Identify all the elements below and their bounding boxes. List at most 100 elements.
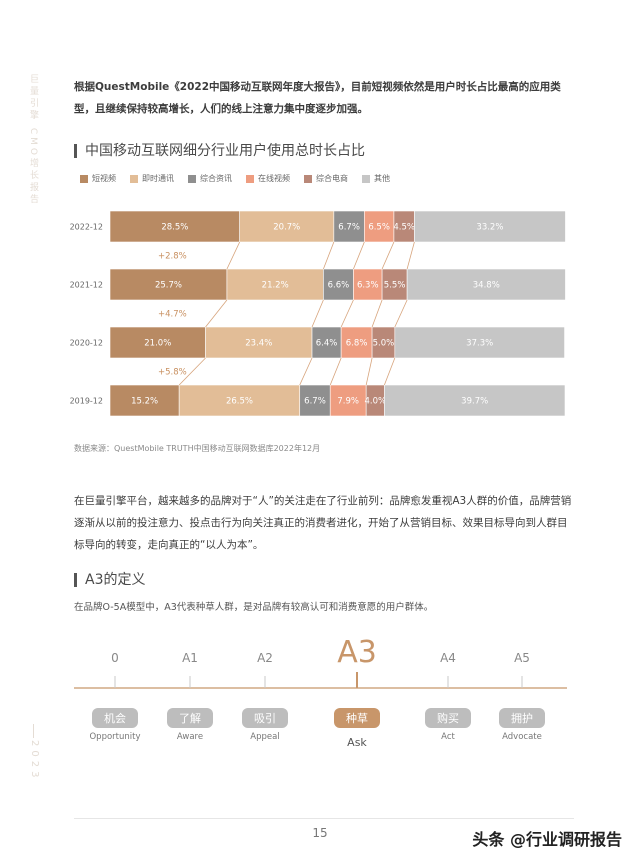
data-label: 6.3%	[357, 281, 379, 291]
connector-line	[381, 241, 395, 270]
stage-cn-label: 拥护	[511, 711, 533, 725]
data-label: 6.5%	[368, 223, 390, 233]
intro-paragraph: 根据QuestMobile《2022中国移动互联网年度大报告》，目前短视频依然是…	[74, 81, 561, 115]
stage-pill	[167, 708, 213, 728]
stage-en-label: Appeal	[250, 732, 279, 742]
category-label: 2022-12	[70, 223, 103, 232]
usage-share-chart: 2022-12 28.5% 20.7% 6.7% 6.5% 4.5% 33.2% 2021-1…	[70, 210, 566, 417]
side-divider	[33, 724, 34, 738]
legend-item: 其他	[362, 173, 390, 184]
stage-cn-label: 了解	[179, 711, 201, 725]
stage-code: 0	[111, 651, 119, 665]
data-label: 21.0%	[144, 339, 171, 349]
bar-segment	[109, 384, 180, 417]
bar-segment	[381, 268, 408, 301]
stage-cn-label: 机会	[104, 711, 126, 725]
data-label: 7.9%	[337, 397, 359, 407]
def-section-title: A3的定义	[74, 573, 145, 587]
connector-line	[299, 357, 313, 386]
stage-pill	[425, 708, 471, 728]
legend-item: 综合电商	[304, 173, 348, 184]
connector-line	[340, 299, 354, 328]
legend-item: 即时通讯	[130, 173, 174, 184]
stage-code: A5	[514, 651, 530, 665]
data-label: 6.8%	[346, 339, 368, 349]
legend-label: 短视频	[92, 174, 116, 183]
data-label: 23.4%	[245, 339, 272, 349]
legend-item: 短视频	[80, 173, 116, 184]
data-label: 6.4%	[316, 339, 338, 349]
legend-swatch	[362, 174, 370, 183]
stage-pill	[92, 708, 138, 728]
legend-label: 其他	[374, 174, 390, 183]
side-report-label: 巨量引擎 CMO增长报告	[28, 74, 38, 206]
connector-line	[329, 357, 342, 386]
data-source: 数据来源：QuestMobile TRUTH中国移动互联网数据库2022年12月	[74, 444, 321, 453]
legend-label: 综合资讯	[200, 174, 232, 183]
data-label: 15.2%	[131, 397, 158, 407]
stage-code: A1	[182, 651, 198, 665]
footer-divider	[74, 818, 574, 819]
data-label: 5.5%	[384, 281, 406, 291]
stage-en-label: Aware	[177, 732, 203, 742]
data-label: 6.7%	[304, 397, 326, 407]
data-label: 6.6%	[328, 281, 350, 291]
bar-segment	[394, 326, 565, 359]
legend-swatch	[304, 174, 312, 183]
data-label: 20.7%	[273, 223, 300, 233]
data-label: 5.0%	[373, 339, 395, 349]
o5a-timeline: 0 机会 Opportunity A1 了解 Aware A2 吸引 Appeal A3 种草 Ask…	[74, 635, 567, 749]
bar-segment	[333, 210, 365, 243]
data-label: 6.7%	[338, 223, 360, 233]
bar-segment	[226, 268, 324, 301]
stage-code: A2	[257, 651, 273, 665]
stage-en-label: Advocate	[502, 732, 542, 742]
platform-paragraph: 在巨量引擎平台，越来越多的品牌对于“人”的关注走在了行业前列：品牌愈发重视A3人…	[74, 495, 572, 551]
bar-segment	[109, 210, 240, 243]
data-label: 37.3%	[466, 339, 493, 349]
category-label: 2020-12	[70, 339, 103, 348]
connector-line	[205, 299, 228, 328]
stage-cn-label: 吸引	[254, 711, 276, 725]
legend-label: 在线视频	[258, 174, 290, 183]
chart-legend: 短视频 即时通讯 综合资讯 在线视频 综合电商 其他	[80, 173, 390, 184]
stage-cn-label: 购买	[437, 711, 459, 725]
legend-item: 在线视频	[246, 173, 290, 184]
connector-line	[394, 299, 408, 328]
stage-pill	[242, 708, 288, 728]
stage-cn-label: 种草	[346, 711, 368, 725]
bar-segment	[364, 210, 395, 243]
data-label: 25.7%	[155, 281, 182, 291]
stage-pill	[334, 708, 380, 728]
legend-swatch	[130, 174, 138, 183]
bar-segment	[340, 326, 373, 359]
stage-pill	[499, 708, 545, 728]
bar-segment	[109, 326, 206, 359]
bar-segment	[384, 384, 566, 417]
chart-section-title: 中国移动互联网细分行业用户使用总时长占比	[74, 144, 365, 158]
bar-segment	[406, 268, 566, 301]
growth-label: +4.7%	[158, 310, 187, 320]
data-label: 4.5%	[393, 223, 415, 233]
category-label: 2021-12	[70, 281, 103, 290]
legend-swatch	[188, 174, 196, 183]
stage-code: A4	[440, 651, 456, 665]
category-label: 2019-12	[70, 397, 103, 406]
stage-en-label: Act	[441, 732, 455, 742]
bar-segment	[299, 384, 331, 417]
legend-swatch	[80, 174, 88, 183]
bar-segment	[178, 384, 301, 417]
bar-segment	[311, 326, 342, 359]
data-label: 4.0%	[364, 397, 386, 407]
legend-swatch	[246, 174, 254, 183]
bar-segment	[353, 268, 383, 301]
bar-segment	[323, 268, 354, 301]
bar-segment	[414, 210, 566, 243]
data-label: 34.8%	[473, 281, 500, 291]
growth-label: +2.8%	[158, 252, 187, 262]
connector-line	[406, 241, 415, 270]
data-label: 26.5%	[226, 397, 253, 407]
watermark: 头条 @行业调研报告	[472, 830, 622, 849]
legend-label: 综合电商	[316, 174, 348, 183]
def-text: 在品牌O-5A模型中，A3代表种草人群，是对品牌有较高认可和消费意愿的用户群体。	[74, 602, 434, 613]
